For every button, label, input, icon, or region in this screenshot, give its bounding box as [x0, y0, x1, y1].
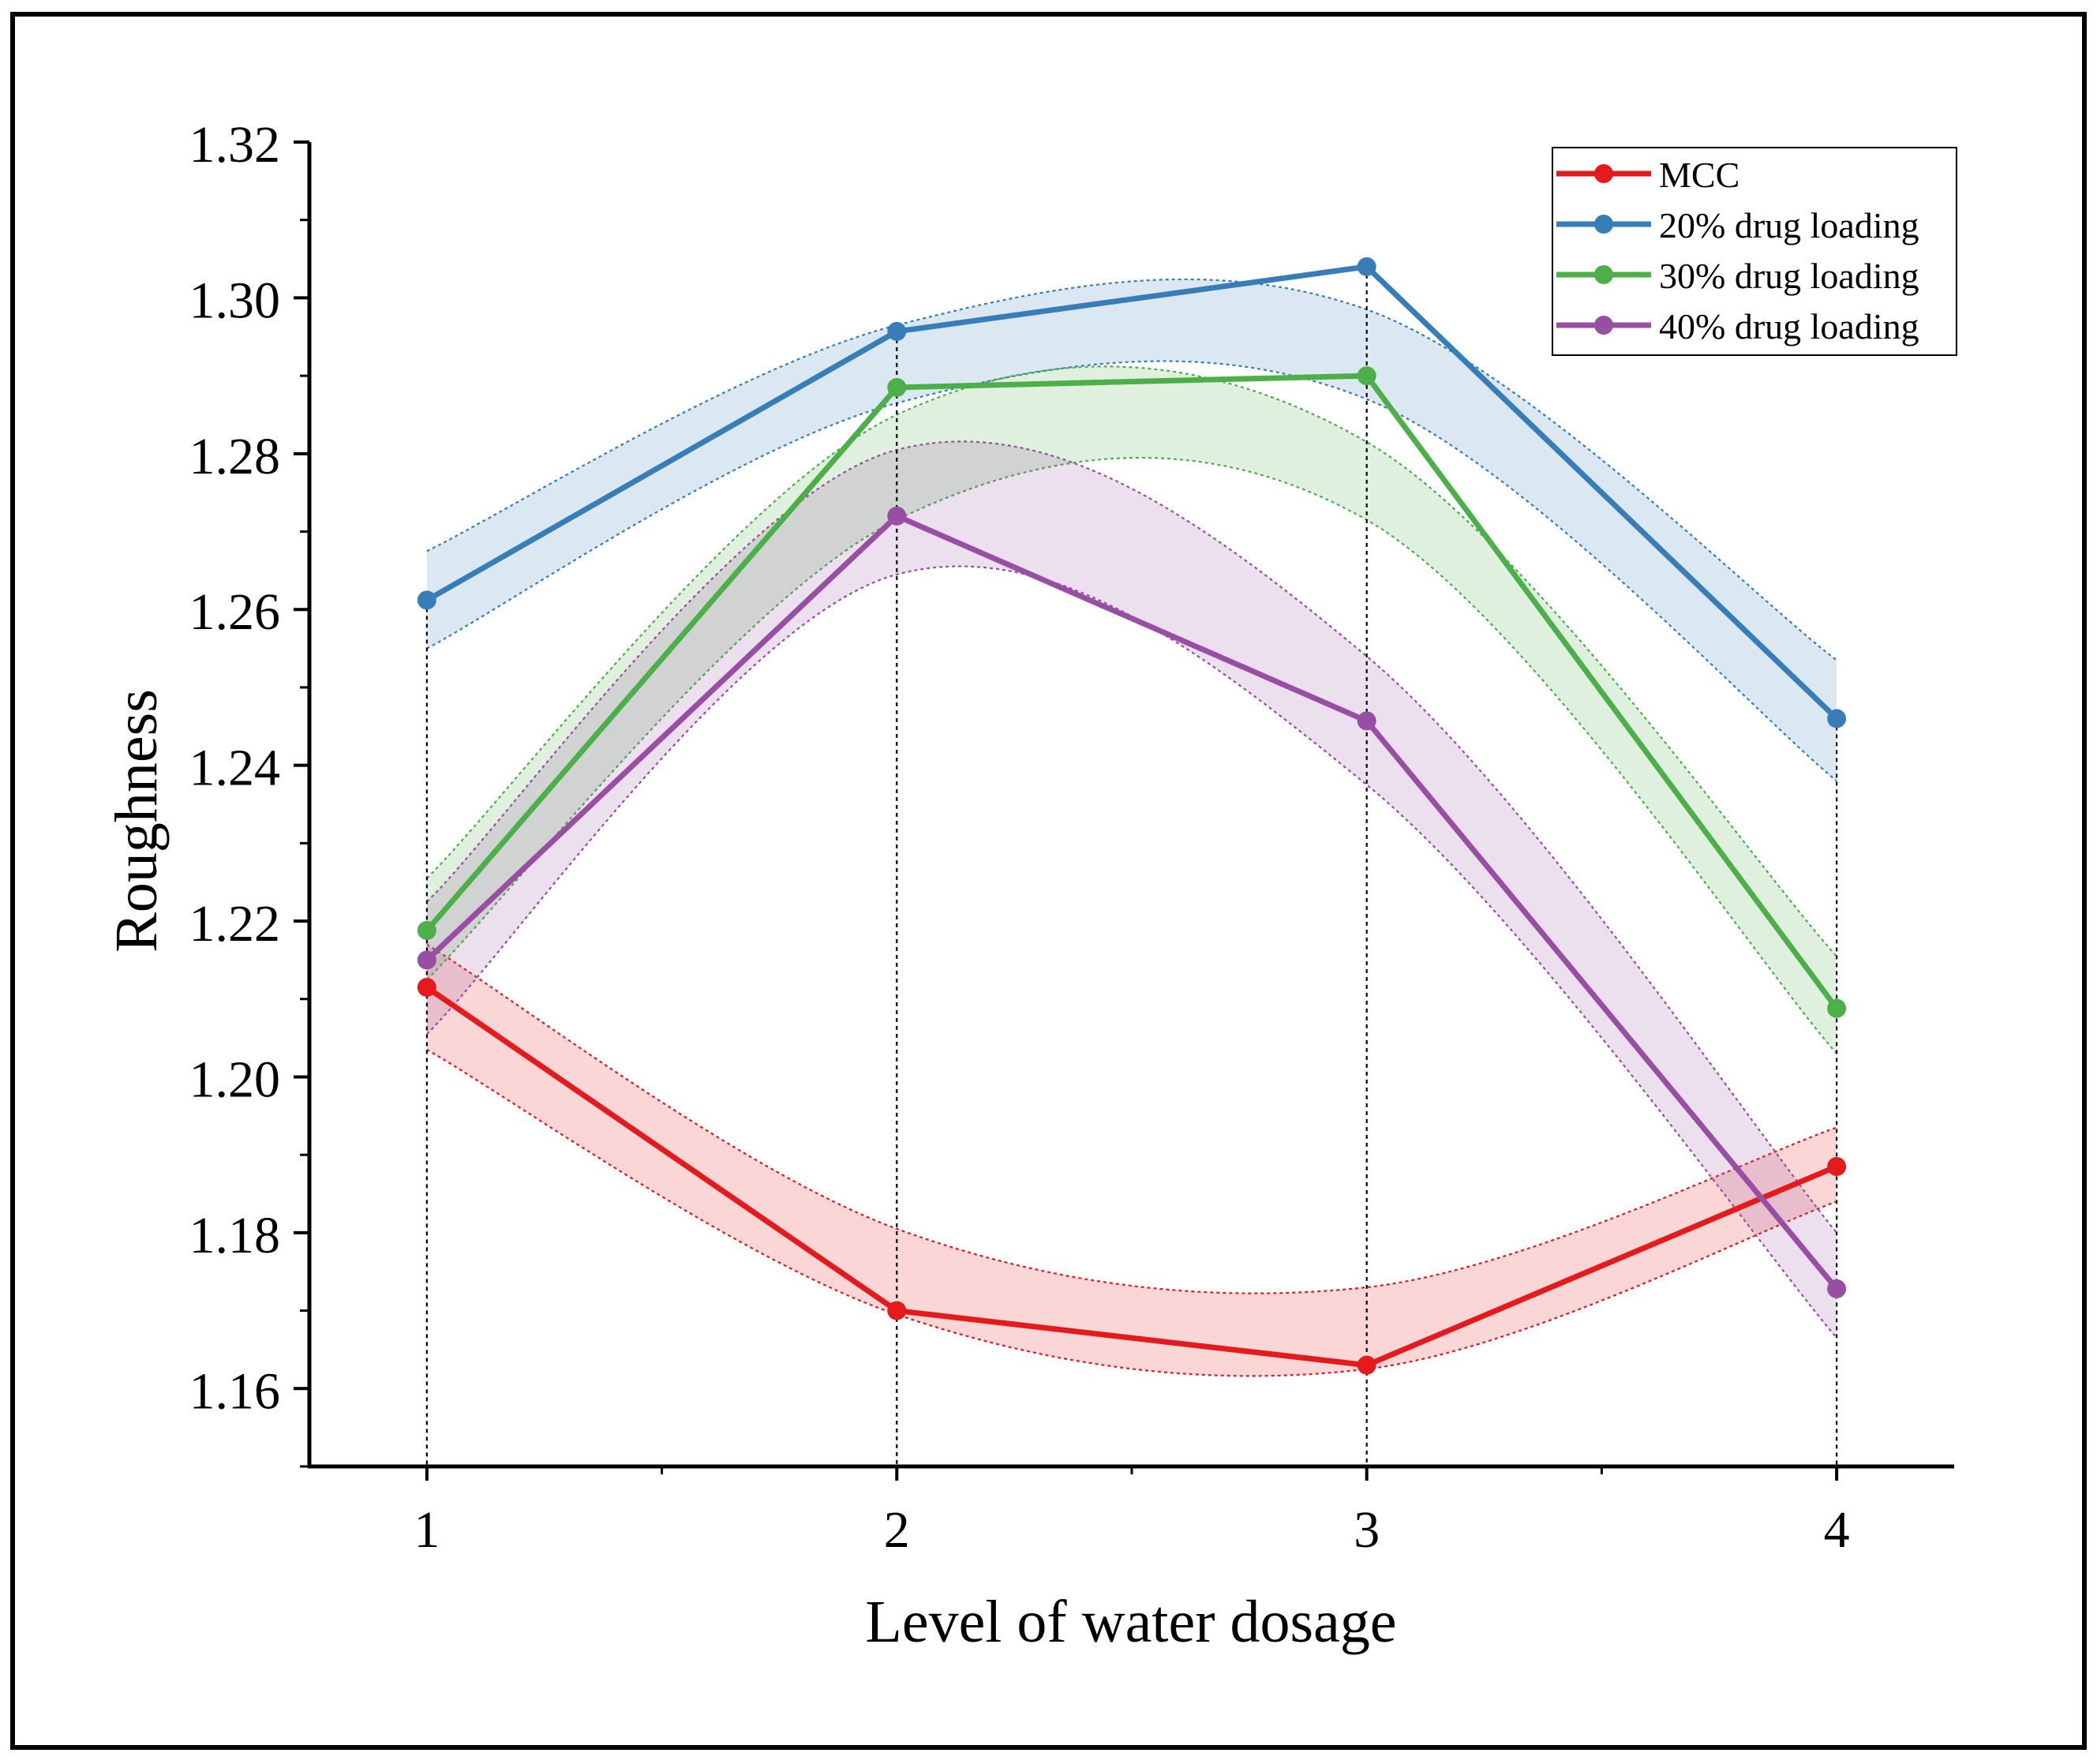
y-tick-label: 1.32: [189, 116, 281, 174]
y-tick-label: 1.16: [189, 1362, 281, 1420]
legend-label-0: MCC: [1659, 155, 1739, 195]
y-tick-label: 1.30: [189, 272, 281, 329]
data-point-1-3: [1827, 709, 1847, 728]
data-point-3-3: [1827, 1279, 1847, 1298]
data-point-1-2: [1357, 257, 1376, 276]
x-tick-label: 3: [1354, 1501, 1380, 1559]
y-tick-label: 1.20: [189, 1051, 281, 1108]
vertical-guides: [425, 266, 1838, 1466]
legend-label-1: 20% drug loading: [1659, 205, 1919, 245]
band-fill-3: [426, 441, 1837, 1339]
series-line-1: [425, 264, 1839, 721]
band-upper-2: [426, 365, 1837, 957]
band-fill-0: [426, 944, 1837, 1376]
band-fill-1: [426, 279, 1837, 781]
data-point-2-1: [887, 377, 907, 397]
legend-label-2: 30% drug loading: [1659, 256, 1919, 296]
data-point-3-1: [887, 506, 907, 526]
y-tick-label: 1.26: [189, 583, 281, 641]
data-point-0-0: [417, 977, 436, 997]
x-tick-label: 1: [414, 1501, 440, 1559]
data-point-3-2: [1357, 711, 1376, 731]
band-upper-3: [426, 440, 1837, 1234]
series-lines: [425, 264, 1839, 1369]
data-point-3-0: [417, 950, 436, 970]
band-lower-0: [426, 1048, 1837, 1377]
series-line-0: [425, 985, 1838, 1369]
data-point-2-2: [1357, 366, 1376, 386]
data-point-0-1: [887, 1301, 907, 1320]
data-point-1-0: [417, 590, 436, 610]
y-tick-label: 1.18: [189, 1207, 281, 1264]
data-point-0-3: [1827, 1156, 1847, 1176]
data-point-2-0: [417, 920, 436, 940]
series-line-2: [425, 373, 1839, 1010]
legend-swatch-marker-1: [1594, 215, 1613, 234]
y-tick-label: 1.28: [189, 428, 281, 485]
series-line-3: [425, 513, 1839, 1291]
legend: MCC 20% drug loading 30% drug loading 40% d…: [1552, 147, 1957, 356]
y-axis-label: Roughness: [103, 689, 170, 953]
band-upper-0: [426, 943, 1837, 1294]
legend-swatch-marker-3: [1594, 316, 1613, 335]
x-axis-label: Level of water dosage: [865, 1589, 1396, 1655]
legend-swatch-marker-2: [1594, 265, 1613, 284]
x-tick-label: 2: [884, 1501, 910, 1559]
data-point-1-1: [887, 321, 907, 341]
axis-ticks: 1.16 1.18 1.20 1.22 1.24 1.26 1.28 1.30 1.32 1 2 3 4: [189, 116, 1850, 1559]
legend-label-3: 40% drug loading: [1659, 306, 1919, 346]
legend-box: [1552, 147, 1957, 356]
y-tick-label: 1.22: [189, 895, 281, 953]
legend-swatch-marker-0: [1594, 164, 1613, 183]
series-points: [417, 257, 1847, 1375]
data-point-2-3: [1827, 998, 1847, 1018]
band-lower-2: [426, 456, 1837, 1054]
data-point-0-2: [1357, 1355, 1376, 1375]
band-lower-1: [426, 360, 1837, 782]
y-tick-label: 1.24: [189, 740, 281, 797]
x-tick-label: 4: [1824, 1501, 1850, 1559]
